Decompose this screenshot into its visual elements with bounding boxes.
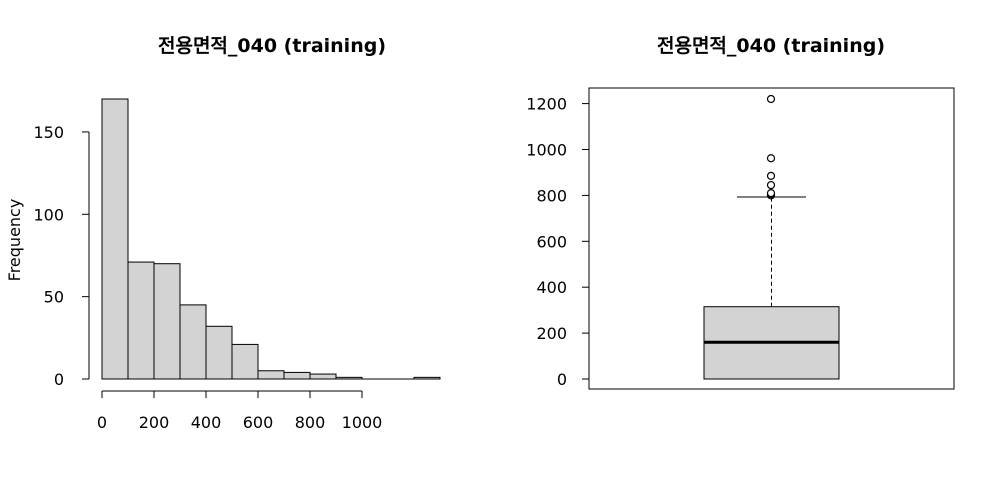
boxplot-frame [588,87,955,390]
histogram-bar [257,370,285,380]
boxplot-panel: 전용면적_040 (training) 0 200 400 600 800 1000 120… [526,35,955,390]
histogram-x-axis: 0 200 400 600 800 1000 [97,390,383,432]
histogram-x-tick-label: 200 [139,413,170,432]
boxplot-y-tick-label: 1000 [526,140,567,159]
boxplot-title: 전용면적_040 (training) [657,35,885,57]
boxplot-y-tick-label: 1200 [526,95,567,114]
histogram-ylabel: Frequency [5,199,24,282]
boxplot-outlier [766,171,776,180]
boxplot-y-tick-label: 600 [536,232,567,251]
histogram-bars [101,98,441,380]
histogram-bar [127,261,155,380]
histogram-x-tick-label: 600 [243,413,274,432]
boxplot-outlier [766,94,776,104]
histogram-bar [413,376,441,380]
histogram-title: 전용면적_040 (training) [158,35,386,57]
histogram-bar [283,371,311,380]
histogram-bar [335,376,363,380]
boxplot-outlier [766,154,776,163]
histogram-y-tick-label: 0 [54,370,64,389]
histogram-bar [309,373,337,380]
histogram-bar [179,304,207,380]
boxplot-y-tick-label: 0 [557,370,567,389]
boxplot-y-tick-label: 800 [536,186,567,205]
histogram-x-tick-label: 400 [191,413,222,432]
boxplot-outlier [766,180,776,190]
histogram-bar [231,343,259,380]
histogram-y-tick-label: 50 [44,288,64,307]
histogram-panel: 전용면적_040 (training) Frequency 0 200 400 600… [5,35,441,432]
histogram-x-tick-label: 0 [97,413,107,432]
histogram-y-tick-label: 150 [33,123,64,142]
histogram-x-tick-label: 1000 [342,413,383,432]
boxplot-y-tick-label: 200 [536,324,567,343]
boxplot-outlier [766,188,776,198]
boxplot-outliers [766,94,776,200]
histogram-y-tick-label: 100 [33,205,64,224]
histogram-bar [101,98,129,380]
boxplot-y-axis: 0 200 400 600 800 1000 1200 [526,95,589,389]
histogram-y-axis: 0 50 100 150 [33,123,90,389]
boxplot-y-tick-label: 400 [536,278,567,297]
histogram-bar [205,325,233,380]
histogram-bar [153,263,181,380]
boxplot-body [703,196,840,380]
histogram-x-tick-label: 800 [295,413,326,432]
